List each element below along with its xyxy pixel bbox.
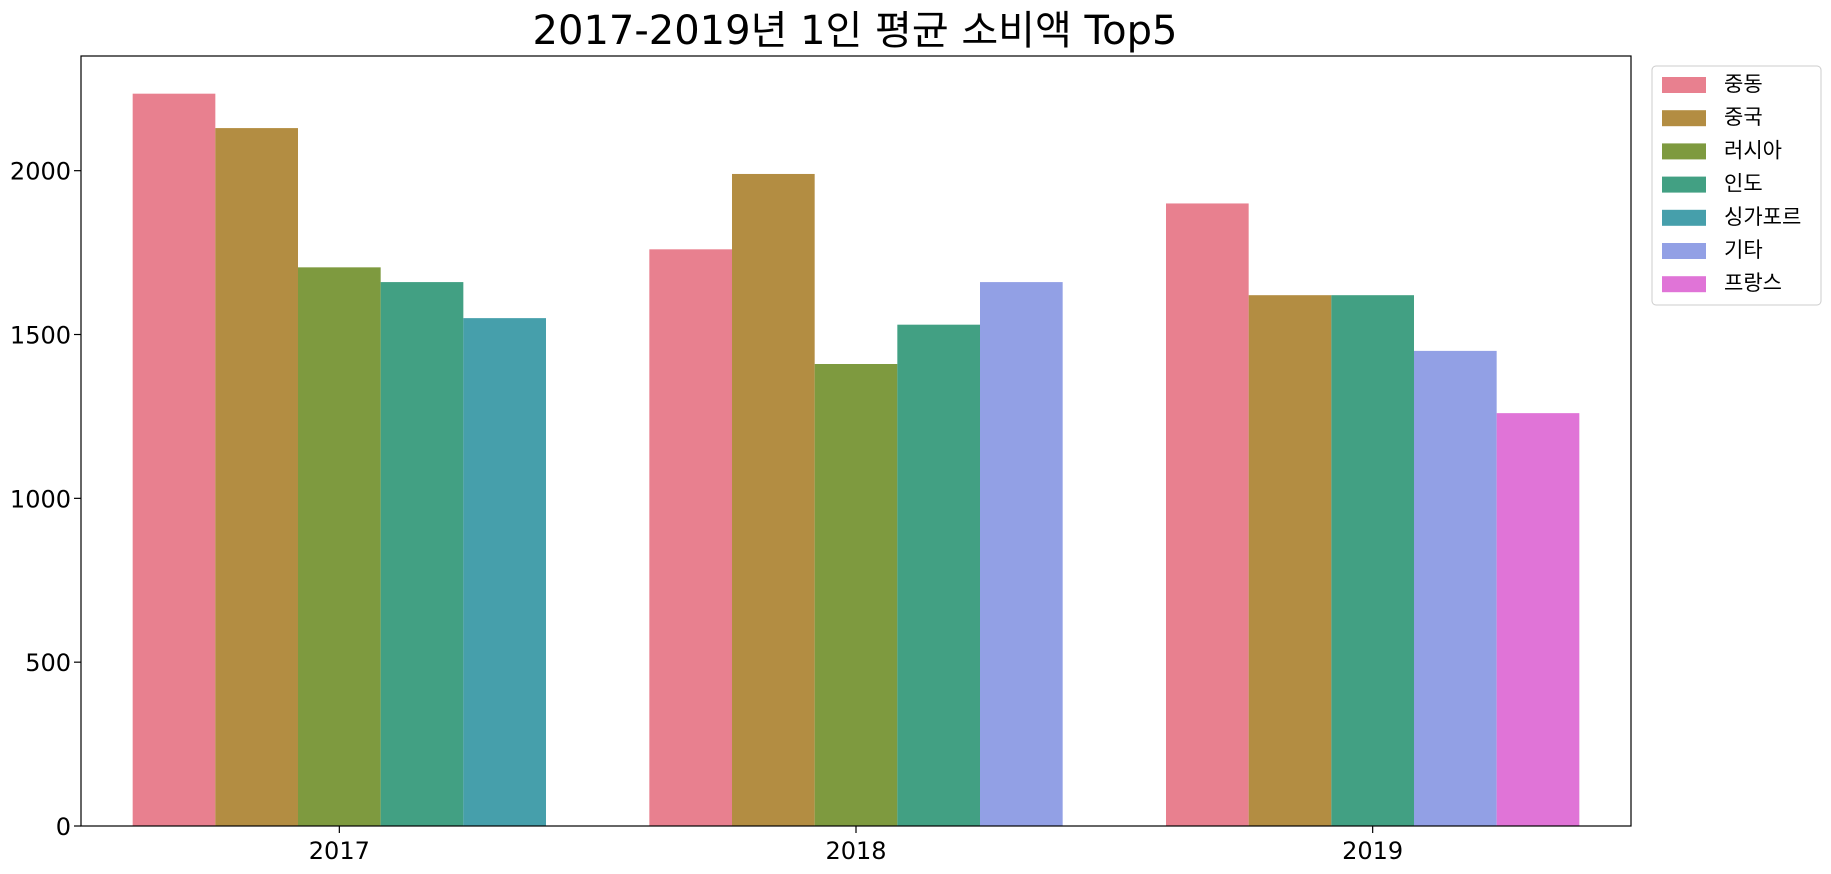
y-axis: 0 500 1000 1500 2000 <box>10 158 81 841</box>
legend-swatch-중동 <box>1662 77 1706 93</box>
chart-title: 2017-2019년 1인 평균 소비액 Top5 <box>533 8 1178 54</box>
legend-label-프랑스: 프랑스 <box>1724 271 1782 295</box>
y-tick-label: 500 <box>25 649 71 677</box>
bar-2017-싱가포르 <box>463 318 546 826</box>
legend-swatch-인도 <box>1662 177 1706 193</box>
bar-2019-중동 <box>1166 203 1249 826</box>
bar-2018-중동 <box>649 249 732 826</box>
y-tick-label: 1500 <box>10 322 71 350</box>
legend-label-기타: 기타 <box>1724 238 1763 262</box>
bar-2018-러시아 <box>815 364 898 826</box>
legend-label-인도: 인도 <box>1724 172 1763 196</box>
legend-label-중동: 중동 <box>1724 72 1763 96</box>
bar-2019-중국 <box>1249 295 1332 826</box>
x-tick-label: 2017 <box>309 837 370 865</box>
y-tick-label: 2000 <box>10 158 71 186</box>
bar-2017-중국 <box>215 128 298 826</box>
legend-swatch-프랑스 <box>1662 276 1706 292</box>
bar-2019-프랑스 <box>1497 413 1580 826</box>
bar-2017-러시아 <box>298 267 381 826</box>
bar-2018-중국 <box>732 174 815 826</box>
bar-2017-중동 <box>133 94 216 826</box>
x-tick-label: 2019 <box>1342 837 1403 865</box>
y-tick-label: 1000 <box>10 485 71 513</box>
bar-2018-인도 <box>897 325 980 826</box>
bar-2019-인도 <box>1331 295 1414 826</box>
bar-2017-인도 <box>381 282 464 826</box>
y-tick-label: 0 <box>56 813 71 841</box>
legend-swatch-싱가포르 <box>1662 210 1706 226</box>
legend-label-싱가포르: 싱가포르 <box>1724 205 1801 229</box>
legend-swatch-기타 <box>1662 243 1706 259</box>
bar-2018-기타 <box>980 282 1063 826</box>
bar-2019-기타 <box>1414 351 1497 826</box>
legend-label-중국: 중국 <box>1724 105 1763 129</box>
bars-group <box>133 94 1580 826</box>
x-axis: 2017 2018 2019 <box>309 826 1403 865</box>
legend-label-러시아: 러시아 <box>1724 138 1782 162</box>
legend: 중동중국러시아인도싱가포르기타프랑스 <box>1652 66 1821 305</box>
legend-swatch-러시아 <box>1662 143 1706 159</box>
legend-swatch-중국 <box>1662 110 1706 126</box>
x-tick-label: 2018 <box>825 837 886 865</box>
